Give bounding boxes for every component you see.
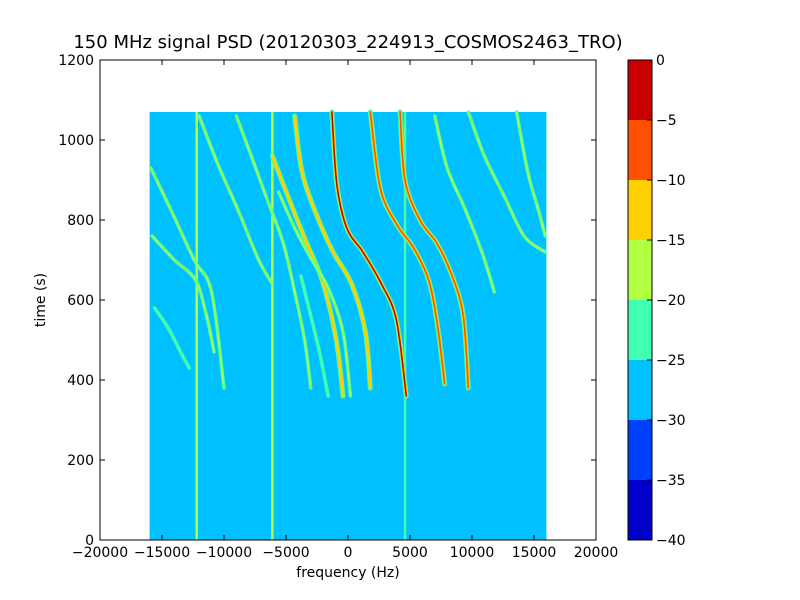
x-tick-label: −5000 <box>262 545 309 561</box>
trace-t10 <box>369 111 446 385</box>
heatmap-plot-area <box>99 59 597 541</box>
trace-t11 <box>399 111 470 389</box>
y-tick-label: 1200 <box>58 53 94 69</box>
trace-t7 <box>293 115 372 389</box>
x-axis-label: frequency (Hz) <box>296 565 399 581</box>
colorbar-tick-label: −35 <box>656 473 686 489</box>
x-tick-label: −20000 <box>72 545 128 561</box>
y-tick-label: 1000 <box>58 133 94 149</box>
trace-t4 <box>198 115 274 285</box>
y-tick-label: 400 <box>67 373 94 389</box>
colorbar-segment <box>628 120 652 180</box>
x-tick-label: 15000 <box>512 545 557 561</box>
y-axis-label: time (s) <box>33 273 49 327</box>
trace-t14 <box>515 111 546 237</box>
colorbar-segment <box>628 420 652 480</box>
colorbar-tick-label: −40 <box>656 533 686 549</box>
y-tick-label: 0 <box>85 533 94 549</box>
y-tick-label: 200 <box>67 453 94 469</box>
colorbar-tick-label: −30 <box>656 413 686 429</box>
x-axis: −20000 −15000 −10000 −5000 0 5000 10000 15000 20… <box>72 60 618 561</box>
colorbar-tick-label: −15 <box>656 233 686 249</box>
colorbar-tick-label: −25 <box>656 353 686 369</box>
trace-t9 <box>277 191 352 397</box>
trace-t3 <box>153 307 191 369</box>
trace-t1 <box>150 167 225 389</box>
y-tick-label: 800 <box>67 213 94 229</box>
colorbar-segment <box>628 480 652 540</box>
y-axis: 0 200 400 600 800 1000 1200 <box>58 53 596 549</box>
x-tick-label: 20000 <box>574 545 619 561</box>
colorbar-tick-label: −20 <box>656 293 686 309</box>
trace-t8 <box>331 111 408 397</box>
colorbar-tick-label: −5 <box>656 113 677 129</box>
colorbar-segment <box>628 360 652 420</box>
colorbar-tick-label: −10 <box>656 173 686 189</box>
trace-t15 <box>300 275 329 397</box>
colorbar-tick-label: 0 <box>656 53 665 69</box>
x-tick-label: 5000 <box>392 545 428 561</box>
colorbar-segment <box>628 300 652 360</box>
x-tick-label: 10000 <box>450 545 495 561</box>
colorbar-segment <box>628 240 652 300</box>
chart-title: 150 MHz signal PSD (20120303_224913_COSM… <box>73 32 622 53</box>
colorbar-segment <box>628 180 652 240</box>
trace-t2 <box>151 235 215 353</box>
y-tick-label: 600 <box>67 293 94 309</box>
colorbar-segment <box>628 60 652 120</box>
trace-t5 <box>235 115 312 389</box>
traces-layer <box>149 109 547 399</box>
trace-t13 <box>467 111 546 253</box>
x-tick-label: −15000 <box>134 545 190 561</box>
colorbar: −40 −35 −30 −25 −20 −15 −10 −5 0 <box>627 53 686 549</box>
trace-t12 <box>434 115 496 293</box>
x-tick-label: 0 <box>344 545 353 561</box>
x-tick-label: −10000 <box>196 545 252 561</box>
